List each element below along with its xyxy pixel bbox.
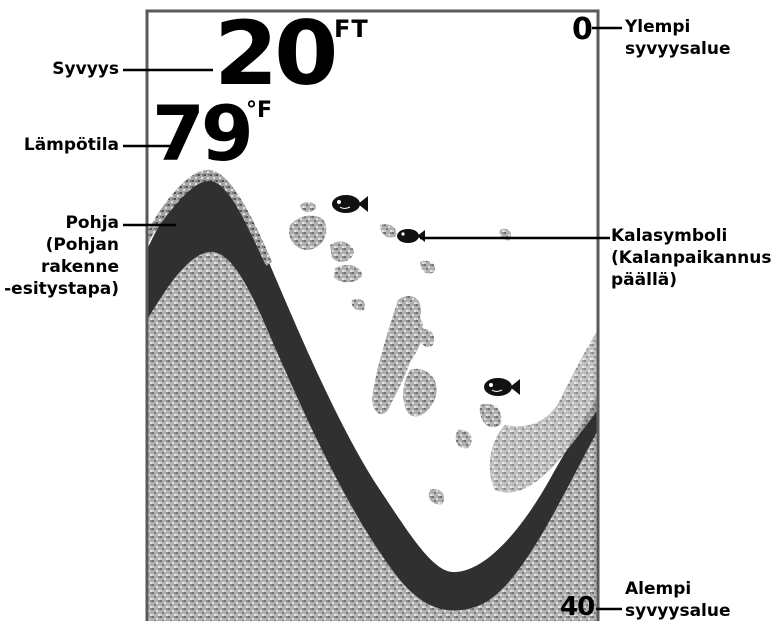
- lower-range-readout: 40: [560, 592, 595, 622]
- bottom-edge: [147, 169, 272, 266]
- lower-range-callout: Alempi syvyysalue: [625, 578, 731, 622]
- bottom-callout-line: (Pohjan: [45, 235, 119, 255]
- water-clutter: [289, 202, 512, 505]
- temperature-callout: Lämpötila: [24, 134, 119, 156]
- bottom-band: [147, 175, 598, 611]
- lower-range-callout-line: Alempi: [625, 579, 692, 599]
- temperature-callout-text: Lämpötila: [23, 135, 119, 155]
- fish-callout: Kalasymboli (Kalanpaikannus päällä): [611, 225, 772, 291]
- temperature-readout: 79: [152, 89, 254, 178]
- bottom-callout-line: -esitystapa): [4, 279, 119, 299]
- screen-frame: [145, 9, 600, 621]
- right-slope-clutter: [489, 330, 598, 493]
- bottom-callout: Pohja (Pohjan rakenne -esitystapa): [4, 212, 119, 300]
- fish-icon: [484, 378, 520, 396]
- bottom-callout-line: rakenne: [41, 257, 119, 277]
- fish-callout-line: päällä): [611, 270, 678, 290]
- lower-range-callout-line: syvyysalue: [625, 601, 731, 621]
- depth-callout: Syvyys: [52, 58, 119, 80]
- depth-callout-text: Syvyys: [52, 59, 119, 79]
- bottom-fill: [147, 211, 598, 621]
- leader-lines: [123, 26, 622, 611]
- upper-range-readout: 0: [572, 12, 593, 47]
- upper-range-callout: Ylempi syvyysalue: [625, 16, 731, 60]
- bottom-callout-line: Pohja: [65, 213, 119, 233]
- depth-readout: 20: [214, 2, 338, 105]
- upper-range-callout-line: syvyysalue: [625, 39, 731, 59]
- fish-callout-line: (Kalanpaikannus: [611, 248, 772, 268]
- upper-range-callout-line: Ylempi: [625, 17, 691, 37]
- fish-icon: [332, 195, 368, 213]
- fish-callout-line: Kalasymboli: [611, 226, 728, 246]
- depth-unit: FT: [334, 15, 369, 43]
- temperature-unit: °F: [246, 98, 273, 123]
